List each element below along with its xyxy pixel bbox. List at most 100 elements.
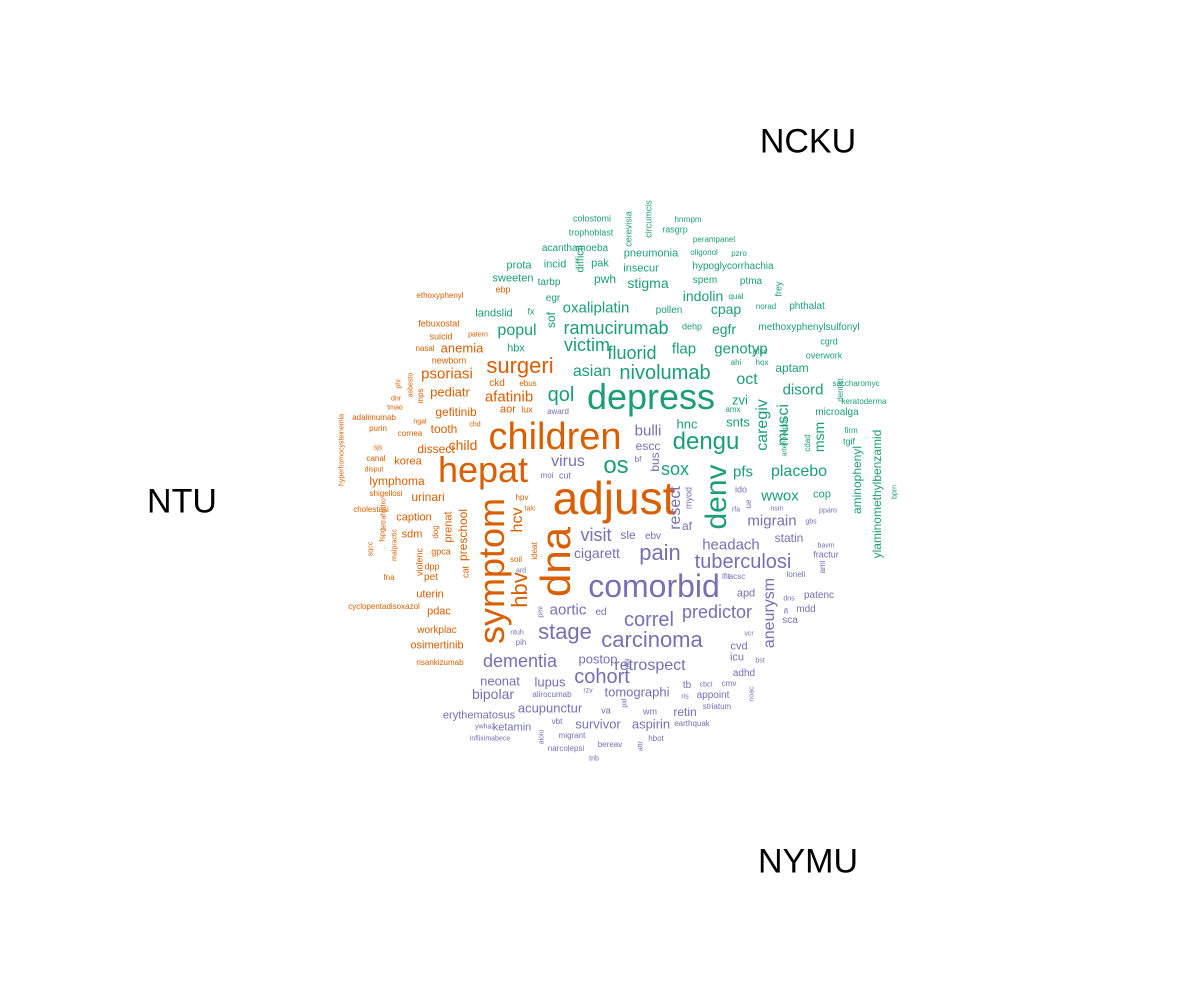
- word-comorbid: comorbid: [588, 568, 720, 604]
- word-afatinib: afatinib: [484, 388, 534, 406]
- word-bf: bf: [634, 455, 642, 464]
- word-tomographi: tomographi: [604, 684, 670, 700]
- word-ideat: ideat: [530, 542, 539, 560]
- word-arteriovenou: arteriovenou: [781, 417, 789, 457]
- word-earthquak: earthquak: [674, 719, 710, 728]
- word-cop: cop: [813, 488, 831, 501]
- word-award: award: [547, 407, 569, 416]
- word-sqcc: sqcc: [367, 541, 375, 557]
- word-fractur: fractur: [813, 549, 839, 560]
- word-myod: myod: [683, 486, 694, 510]
- word-soil: soil: [509, 555, 523, 564]
- word-cbct: cbct: [699, 681, 713, 689]
- word-hox: hox: [755, 358, 769, 367]
- word-cigarett: cigarett: [574, 545, 620, 561]
- word-bavm: bavm: [817, 542, 835, 550]
- word-appoint: appoint: [696, 690, 730, 701]
- word-ethoxyphenyl: ethoxyphenyl: [416, 291, 464, 300]
- word-migrant: migrant: [558, 731, 586, 740]
- word-talc: talc: [524, 505, 536, 513]
- word-flap: flap: [671, 340, 697, 358]
- word-aiolo: aiolo: [538, 729, 546, 745]
- word-spem: spem: [692, 275, 718, 286]
- word-chd: chd: [469, 421, 481, 429]
- word-circumcis: circumcis: [643, 200, 654, 238]
- word-canal: canal: [366, 454, 386, 463]
- word-ckd: ckd: [489, 378, 505, 389]
- word-qual: qual: [728, 292, 744, 301]
- word-nivolumab: nivolumab: [619, 362, 711, 384]
- word-mdd: mdd: [796, 604, 816, 615]
- word-ifit: ifit: [722, 572, 730, 581]
- word-aneurysm: aneurysm: [761, 577, 778, 649]
- word-aspirin: aspirin: [631, 716, 671, 732]
- word-pollen: pollen: [655, 305, 683, 316]
- word-pzro: pzro: [731, 249, 747, 258]
- word-suicid: suicid: [429, 331, 453, 342]
- word-sdm: sdm: [401, 528, 423, 541]
- word-tuberculosi: tuberculosi: [694, 551, 792, 573]
- word-trophoblast: trophoblast: [568, 227, 614, 238]
- word-pneumonia: pneumonia: [623, 247, 679, 260]
- word-predictor: predictor: [681, 602, 753, 622]
- word-dog: dog: [431, 525, 440, 539]
- word-stigma: stigma: [627, 275, 669, 291]
- word-fluorid: fluorid: [607, 343, 657, 363]
- word-stage: stage: [538, 619, 592, 644]
- word-hepat: hepat: [437, 449, 529, 490]
- word-prota: prota: [506, 259, 532, 272]
- word-popul: popul: [497, 322, 537, 339]
- word-msm: msm: [811, 421, 827, 453]
- word-neonat: neonat: [480, 673, 520, 689]
- word-cornea: cornea: [397, 429, 423, 438]
- word-pih: pih: [515, 638, 527, 647]
- word-loneli: loneli: [786, 570, 806, 579]
- word-dentist: dentist: [836, 378, 845, 402]
- word-cerevisia: cerevisia: [623, 211, 634, 247]
- word-cmv: cmv: [721, 679, 737, 688]
- word-dementia: dementia: [482, 651, 558, 671]
- word-pet: pet: [424, 572, 438, 583]
- word-malpractic: malpractic: [391, 529, 399, 561]
- word-vbt: vbt: [551, 717, 563, 726]
- word-sle: sle: [620, 528, 636, 542]
- word-af: af: [681, 519, 693, 533]
- word-hpv: hpv: [515, 493, 529, 502]
- word-sca: sca: [782, 615, 798, 626]
- word-victim: victim: [564, 335, 610, 355]
- word-aortic: aortic: [549, 601, 587, 619]
- word-dnr: dnr: [390, 395, 402, 403]
- word-tetrahydro: tetrahydro: [380, 498, 388, 530]
- word-fna: fna: [383, 573, 395, 582]
- word-hnrnpm: hnrnpm: [674, 215, 702, 224]
- word-sweeten: sweeten: [492, 272, 534, 285]
- word-ebp: ebp: [495, 284, 511, 295]
- word-wwox: wwox: [761, 487, 799, 505]
- word-amx: amx: [725, 405, 741, 414]
- word-ketamin: ketamin: [492, 721, 532, 734]
- word-saccharomyc: saccharomyc: [832, 379, 880, 388]
- word-egr: egr: [545, 293, 561, 304]
- word-retin: retin: [673, 705, 697, 719]
- word-ngal: ngal: [413, 418, 427, 426]
- word-aor: aor: [500, 403, 516, 416]
- word-virus: virus: [551, 453, 585, 470]
- word-acanthamoeba: acanthamoeba: [541, 243, 609, 254]
- word-striatum: striatum: [702, 702, 732, 711]
- word-hypoglycorrhachia: hypoglycorrhachia: [692, 261, 774, 272]
- word-vcr: vcr: [744, 630, 754, 638]
- word-apd: apd: [736, 587, 756, 600]
- word-patern: patern: [468, 331, 488, 339]
- word-keratoderma: keratoderma: [841, 397, 887, 406]
- word-pdac: pdac: [427, 605, 451, 618]
- word-depress: depress: [586, 376, 716, 417]
- word-sjs: sjs: [373, 444, 383, 452]
- word-retrospect: retrospect: [614, 657, 686, 674]
- word-phthalat: phthalat: [789, 301, 825, 312]
- word-ywhaz: ywhaz: [475, 723, 495, 731]
- word-statin: statin: [774, 531, 804, 545]
- word-insecur: insecur: [623, 262, 659, 275]
- word-narcolepsi: narcolepsi: [547, 744, 585, 753]
- word-ifi: ifi: [783, 608, 789, 616]
- word-gpca: gpca: [431, 546, 451, 557]
